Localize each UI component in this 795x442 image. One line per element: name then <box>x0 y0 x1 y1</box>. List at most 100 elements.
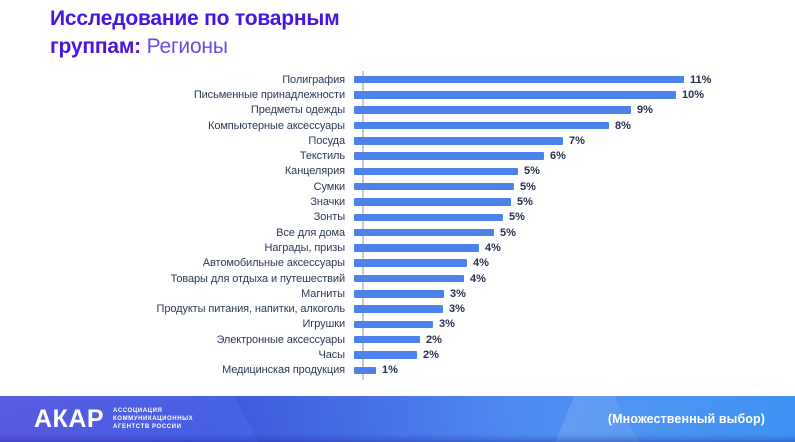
chart-row: Медицинская продукция 1% <box>0 363 795 378</box>
chart-row: Награды, призы 4% <box>0 240 795 255</box>
bar-zone: 2% <box>354 349 795 361</box>
bar <box>354 228 494 237</box>
org-line-1: АССОЦИАЦИЯ <box>113 407 163 414</box>
bar <box>354 335 420 344</box>
chart-row: Компьютерные аксессуары 8% <box>0 118 795 133</box>
value-label: 5% <box>520 180 536 193</box>
chart-row: Письменные принадлежности 10% <box>0 87 795 102</box>
value-label: 2% <box>426 333 442 346</box>
category-label: Письменные принадлежности <box>193 88 345 101</box>
value-label: 4% <box>470 272 486 285</box>
category-label: Посуда <box>308 134 345 147</box>
value-label: 3% <box>450 287 466 300</box>
bar <box>354 152 544 160</box>
bar <box>354 75 684 84</box>
bar <box>354 167 518 176</box>
value-label: 2% <box>423 348 439 361</box>
category-label: Награды, призы <box>264 241 345 254</box>
chart-row: Игрушки 3% <box>0 317 795 332</box>
value-label: 5% <box>517 196 533 209</box>
value-label: 1% <box>382 364 398 377</box>
title-line2-accent: Регионы <box>146 34 228 58</box>
category-label: Продукты питания, напитки, алкоголь <box>156 303 346 316</box>
value-label: 5% <box>500 226 516 239</box>
chart-row: Полиграфия 11% <box>0 72 795 87</box>
category-label: Часы <box>318 348 346 361</box>
category-label: Компьютерные аксессуары <box>208 119 345 132</box>
value-label: 4% <box>473 257 489 270</box>
category-label: Сумки <box>313 180 345 193</box>
bar-zone: 5% <box>354 181 795 193</box>
value-label: 5% <box>524 165 540 178</box>
category-label: Значки <box>310 196 345 209</box>
bar <box>354 366 376 375</box>
value-label: 8% <box>615 119 631 132</box>
category-label: Текстиль <box>299 150 345 163</box>
bar <box>354 198 511 206</box>
bar <box>354 244 479 252</box>
bar-zone: 10% <box>354 89 795 101</box>
bar-zone: 5% <box>354 211 795 223</box>
value-label: 5% <box>509 211 525 224</box>
bar <box>354 305 443 313</box>
category-label: Игрушки <box>302 318 346 331</box>
footer-band: АКАР АССОЦИАЦИЯ КОММУНИКАЦИОННЫХ АГЕНТСТ… <box>0 396 795 442</box>
category-label: Все для дома <box>276 226 345 239</box>
value-label: 6% <box>550 150 566 163</box>
bar-zone: 5% <box>354 196 795 208</box>
category-label: Полиграфия <box>282 73 345 86</box>
value-label: 7% <box>569 134 585 147</box>
bar <box>354 259 467 267</box>
akar-org-name: АССОЦИАЦИЯ КОММУНИКАЦИОННЫХ АГЕНТСТВ РОС… <box>113 407 193 431</box>
value-label: 3% <box>439 318 455 331</box>
value-label: 3% <box>449 303 465 316</box>
value-label: 9% <box>637 104 653 117</box>
bar-zone: 4% <box>354 273 795 285</box>
bar-zone: 3% <box>354 303 795 315</box>
chart-row: Продукты питания, напитки, алкоголь 3% <box>0 301 795 316</box>
title-line2-bold: группам: <box>50 34 141 58</box>
chart-row: Предметы одежды 9% <box>0 103 795 118</box>
bar-zone: 9% <box>354 104 795 116</box>
bar-zone: 5% <box>354 227 795 239</box>
org-line-2: КОММУНИКАЦИОННЫХ <box>113 415 194 422</box>
chart-row: Автомобильные аксессуары 4% <box>0 256 795 271</box>
bar-chart: Полиграфия 11% Письменные принадлежности 10… <box>0 72 795 378</box>
category-label: Зонты <box>313 211 345 224</box>
value-label: 4% <box>485 241 501 254</box>
bar-zone: 5% <box>354 165 795 177</box>
bar <box>354 351 417 359</box>
bar <box>354 320 433 329</box>
footer-decor-ribbon <box>223 396 657 442</box>
chart-row: Канцелярия 5% <box>0 164 795 179</box>
bar <box>354 213 503 222</box>
title-line1: Исследование по товарным <box>50 7 340 30</box>
category-label: Предметы одежды <box>250 104 345 117</box>
bar-zone: 2% <box>354 334 795 346</box>
chart-row: Текстиль 6% <box>0 148 795 163</box>
bar-zone: 3% <box>354 318 795 330</box>
bar <box>354 137 563 145</box>
akar-logo-wordmark: АКАР <box>34 404 105 433</box>
page-title: Исследование по товарным группам: Регион… <box>50 5 340 61</box>
bar-zone: 7% <box>354 135 795 147</box>
bar-zone: 11% <box>354 74 795 86</box>
category-label: Электронные аксессуары <box>216 333 345 346</box>
bar <box>354 121 609 130</box>
chart-row: Зонты 5% <box>0 210 795 225</box>
bar <box>354 91 676 99</box>
bar <box>354 274 464 283</box>
akar-logo: АКАР АССОЦИАЦИЯ КОММУНИКАЦИОННЫХ АГЕНТСТ… <box>34 396 193 442</box>
chart-row: Магниты 3% <box>0 286 795 301</box>
chart-row: Посуда 7% <box>0 133 795 148</box>
chart-row: Сумки 5% <box>0 179 795 194</box>
bar <box>354 182 514 191</box>
bar-zone: 3% <box>354 288 795 300</box>
value-label: 11% <box>690 73 712 86</box>
org-line-3: АГЕНТСТВ РОССИИ <box>113 424 182 431</box>
bar-zone: 1% <box>354 364 795 376</box>
chart-axis-line <box>362 71 364 380</box>
bar-zone: 4% <box>354 242 795 254</box>
bar-zone: 6% <box>354 150 795 162</box>
